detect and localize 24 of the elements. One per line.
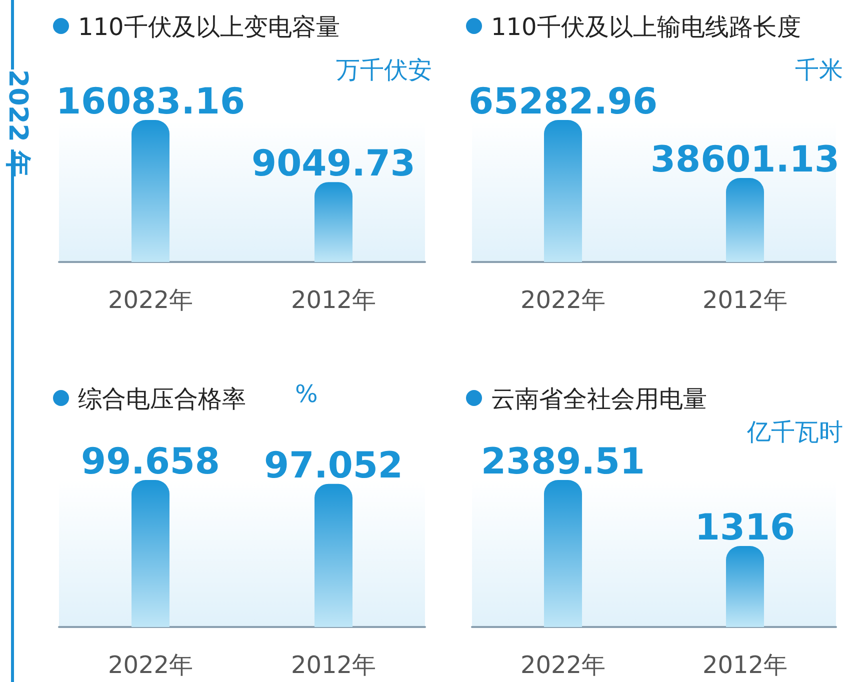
y-axis-title: 亿千瓦时 [746, 418, 843, 446]
data-label: 2389.51 [481, 442, 645, 482]
data-label: 16083.16 [56, 82, 246, 122]
x-tick-label: 2012年 [702, 651, 788, 679]
y-axis-title: 万千伏安 [336, 56, 432, 84]
chart-title: 云南省全社会用电量 [491, 385, 707, 413]
x-tick-label: 2022年 [108, 651, 194, 679]
data-label: 97.052 [264, 445, 403, 486]
chart-title: 110千伏及以上输电线路长度 [491, 13, 801, 41]
x-tick-label: 2022年 [520, 286, 606, 314]
x-tick-label: 2012年 [702, 286, 788, 314]
x-tick-label: 2022年 [108, 286, 194, 314]
y-axis-title: % [295, 380, 318, 408]
chart-title: 110千伏及以上变电容量 [78, 13, 340, 41]
data-label: 99.658 [81, 442, 220, 482]
chart-title: 综合电压合格率 [78, 385, 246, 413]
x-tick-label: 2022年 [520, 651, 606, 679]
data-label: 38601.13 [650, 140, 840, 181]
data-label: 65282.96 [468, 82, 658, 122]
y-axis-title: 千米 [795, 56, 843, 84]
x-tick-label: 2012年 [290, 286, 376, 314]
x-tick-label: 2012年 [290, 651, 376, 679]
data-label: 9049.73 [252, 144, 416, 185]
data-label: 1316 [694, 508, 796, 549]
